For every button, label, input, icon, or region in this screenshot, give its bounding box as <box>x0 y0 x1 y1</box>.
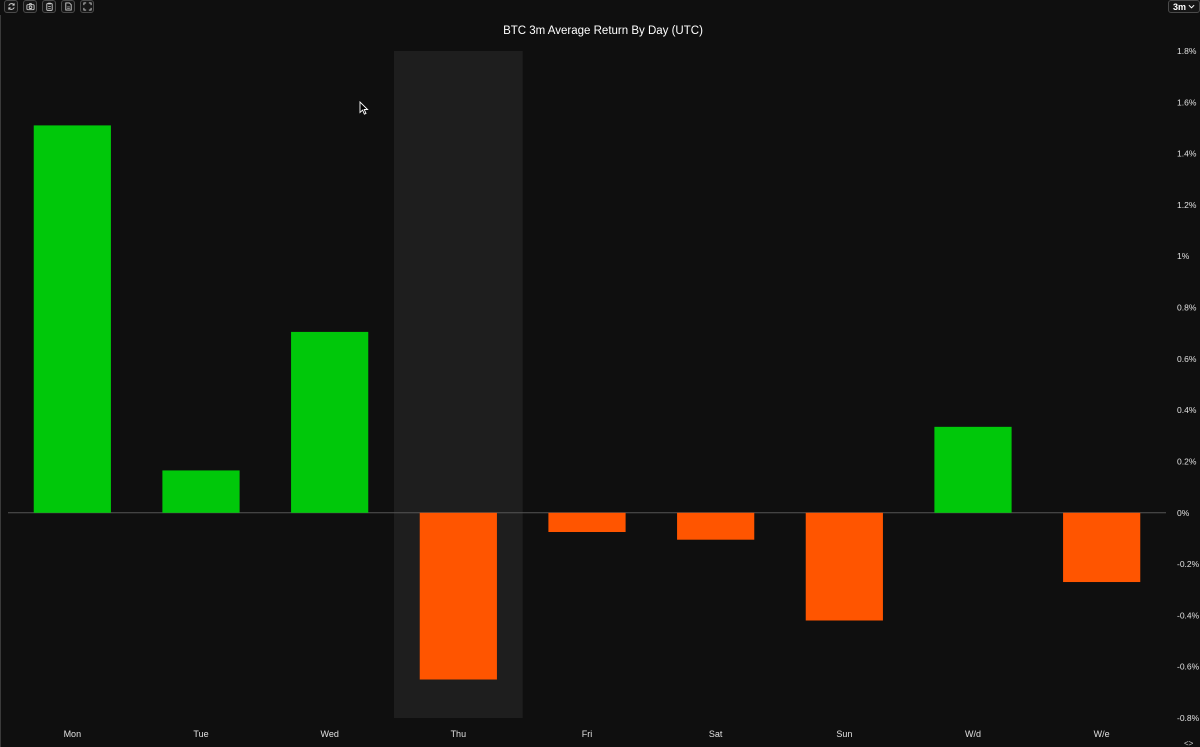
y-tick-label: 0.4% <box>1177 405 1197 415</box>
y-tick-label: 0.8% <box>1177 303 1197 313</box>
bar-wed[interactable] <box>291 331 369 513</box>
x-tick-label: W/e <box>1094 729 1110 739</box>
x-tick-label: Fri <box>582 729 593 739</box>
x-tick-label: Sun <box>836 729 852 739</box>
bar-tue[interactable] <box>162 470 240 513</box>
x-tick-label: Sat <box>709 729 723 739</box>
bar-thu[interactable] <box>419 512 497 680</box>
refresh-button[interactable] <box>4 0 18 13</box>
y-axis-labels: 1.8% 1.6% 1.4% 1.2% 1% 0.8% 0.6% 0.4% 0.2% 0% -0.2… <box>1177 46 1200 723</box>
bar-mon[interactable] <box>33 125 111 513</box>
x-tick-label: W/d <box>965 729 981 739</box>
csv-file-icon <box>64 2 72 11</box>
y-tick-label: 1.8% <box>1177 46 1197 56</box>
copy-button[interactable] <box>42 0 56 13</box>
y-tick-label: 1.2% <box>1177 200 1197 210</box>
axis-scroll-indicator: <> <box>1184 739 1194 747</box>
y-tick-label: 0.6% <box>1177 354 1197 364</box>
x-tick-label: Mon <box>64 729 82 739</box>
fullscreen-icon <box>82 2 92 11</box>
x-axis-labels: Mon Tue Wed Thu Fri Sat Sun W/d W/e <box>64 729 1110 739</box>
bar-sat[interactable] <box>677 512 755 540</box>
y-tick-label: -0.6% <box>1177 662 1200 672</box>
y-tick-label: -0.4% <box>1177 610 1200 620</box>
x-tick-label: Thu <box>451 729 467 739</box>
mouse-pointer-icon <box>359 101 369 115</box>
screenshot-button[interactable] <box>23 0 37 13</box>
y-tick-label: -0.8% <box>1177 713 1200 723</box>
bars <box>33 125 1141 680</box>
range-dropdown-value: 3m <box>1172 1 1186 12</box>
download-csv-button[interactable] <box>61 0 75 13</box>
y-tick-label: 0% <box>1177 508 1190 518</box>
bar-w-e[interactable] <box>1063 512 1141 583</box>
y-tick-label: 1% <box>1177 251 1190 261</box>
y-tick-label: 0.2% <box>1177 456 1197 466</box>
x-tick-label: Wed <box>320 729 338 739</box>
refresh-icon <box>7 3 15 10</box>
y-tick-label: -0.2% <box>1177 559 1200 569</box>
panel-left-border <box>0 15 1 747</box>
bar-sun[interactable] <box>805 512 883 621</box>
y-tick-label: 1.4% <box>1177 149 1197 159</box>
chart-toolbar: 3m <box>0 0 1200 15</box>
bar-fri[interactable] <box>548 512 626 533</box>
chart-title: BTC 3m Average Return By Day (UTC) <box>503 25 703 37</box>
x-tick-label: Tue <box>193 729 208 739</box>
fullscreen-button[interactable] <box>80 0 94 13</box>
chevron-down-icon <box>1188 4 1195 9</box>
clipboard-icon <box>45 2 53 11</box>
y-tick-label: 1.6% <box>1177 97 1197 107</box>
bar-w-d[interactable] <box>934 426 1012 513</box>
camera-icon <box>25 3 35 11</box>
